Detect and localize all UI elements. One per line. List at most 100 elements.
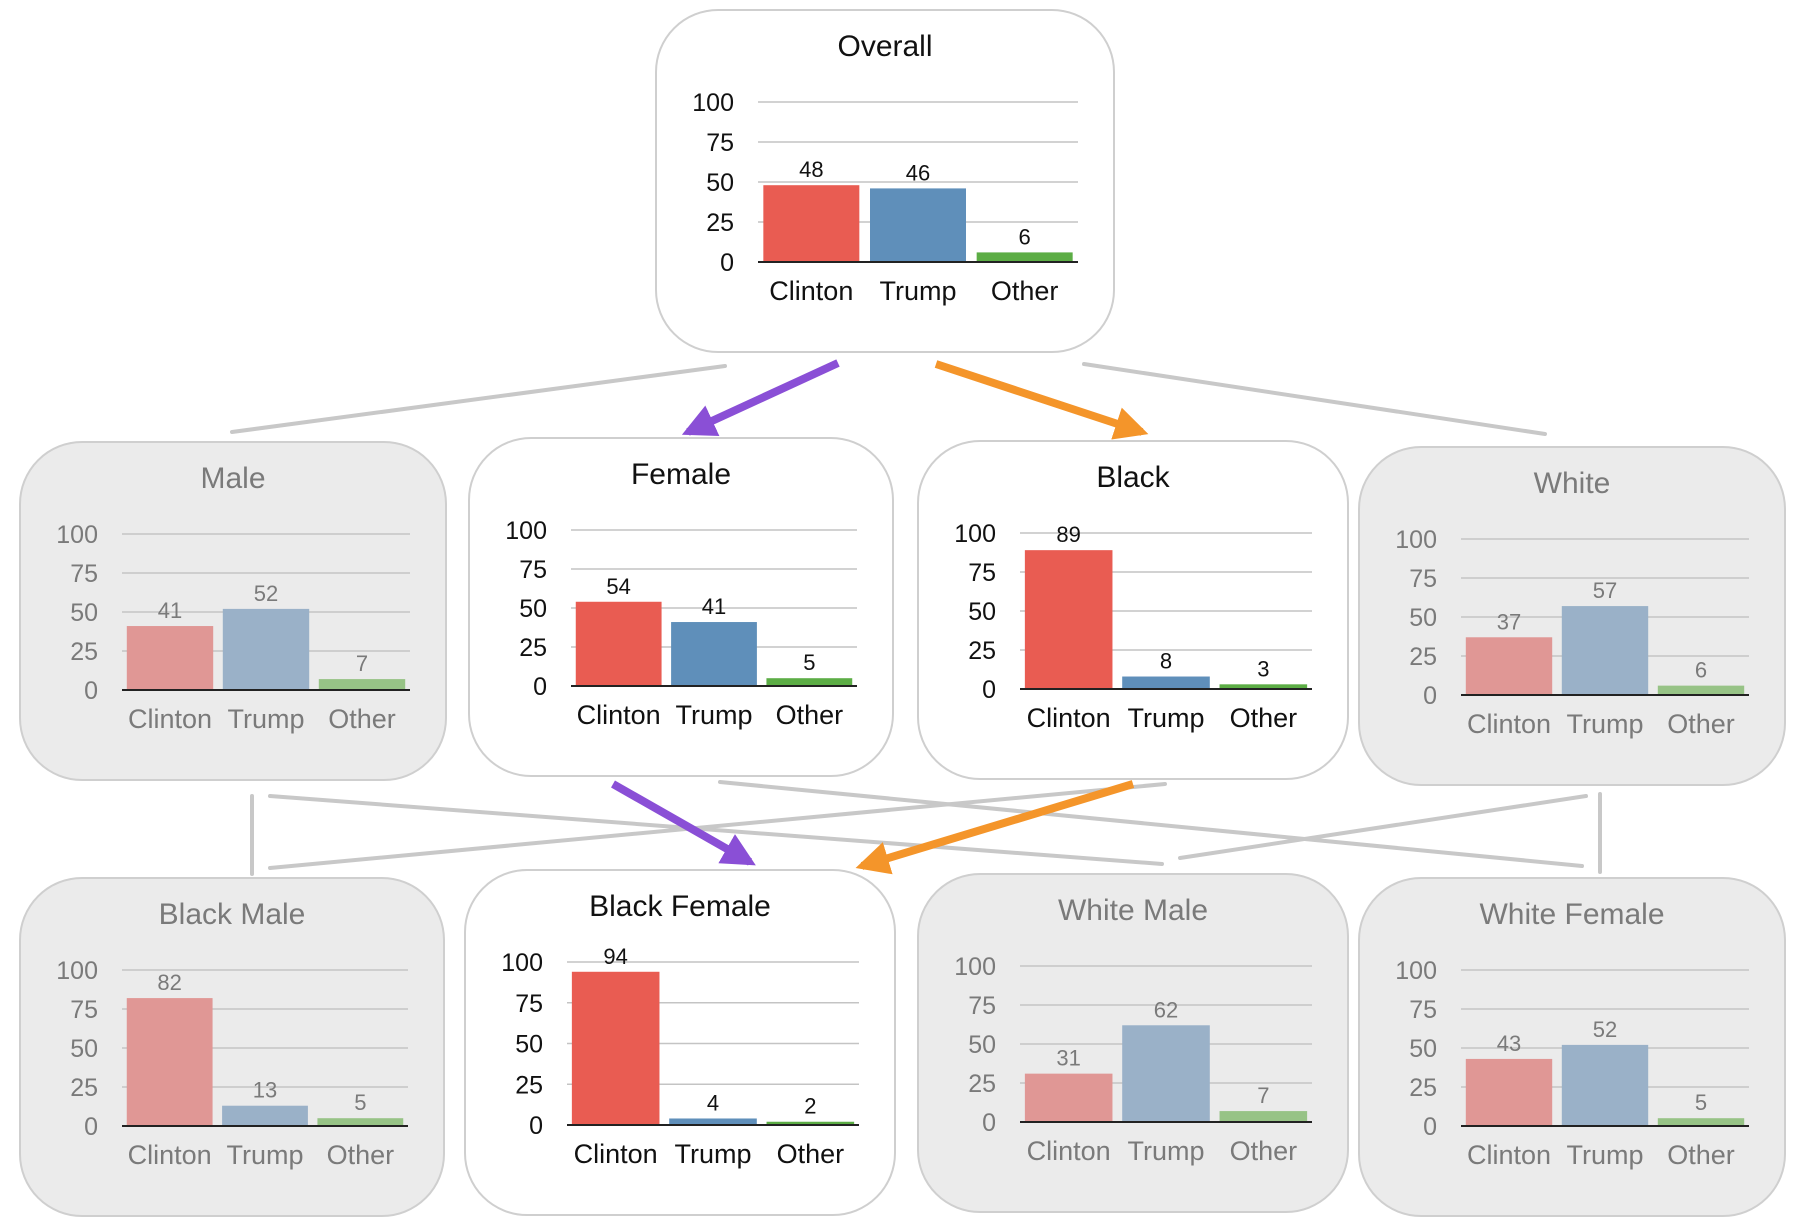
data-label-other: 5 [354,1090,366,1115]
y-tick-label: 50 [70,599,98,627]
x-tick-label-clinton: Clinton [574,1139,658,1169]
bar-trump [1561,1044,1649,1126]
y-tick-label: 75 [968,559,996,587]
bar-other [1219,684,1308,689]
bar-clinton [126,998,213,1126]
bar-other [1657,1118,1745,1126]
panel-title: Black Male [159,898,306,931]
panel-female: Female 0 25 50 75 100 54 Clinton 41 Trump 5 Other [468,437,894,777]
y-tick-label: 75 [706,129,734,157]
data-label-trump: 52 [254,581,278,606]
bar-clinton [763,185,860,262]
data-label-trump: 57 [1593,578,1617,603]
x-tick-label-other: Other [327,1140,395,1170]
y-tick-label: 50 [1409,1035,1437,1063]
data-label-clinton: 43 [1497,1031,1521,1056]
x-tick-label-clinton: Clinton [1467,709,1551,739]
data-label-clinton: 41 [158,598,182,623]
panel-background [917,440,1349,780]
y-tick-label: 50 [1409,604,1437,632]
y-tick-label: 75 [519,556,547,584]
y-tick-label: 25 [1409,643,1437,671]
data-label-clinton: 48 [799,157,823,182]
connector-line-1 [230,364,727,434]
bar-trump [669,1118,757,1125]
panel-overall: Overall 0 25 50 75 100 48 Clinton 46 Trump 6 Other [655,9,1115,353]
panel-black-female: Black Female 0 25 50 75 100 94 Clinton 4 Trump 2 Ot… [464,869,896,1216]
x-tick-label-clinton: Clinton [128,1140,212,1170]
x-tick-label-other: Other [777,1139,845,1169]
data-label-clinton: 54 [606,574,630,599]
panel-background [655,9,1115,353]
connector-line-5 [268,794,1164,866]
data-label-trump: 41 [702,594,726,619]
x-tick-label-trump: Trump [1566,709,1643,739]
y-tick-label: 25 [515,1071,543,1099]
panel-white-male: White Male 0 25 50 75 100 31 Clinton 62 Trump 7 Oth… [917,873,1349,1213]
bar-clinton [571,971,660,1125]
x-tick-label-clinton: Clinton [769,276,853,306]
data-label-other: 6 [1019,224,1031,249]
bar-other [1219,1111,1308,1122]
data-label-other: 7 [356,651,368,676]
bar-clinton [126,626,214,690]
bar-trump [222,1105,308,1126]
x-tick-label-other: Other [1230,703,1298,733]
bar-trump [1561,606,1649,695]
x-tick-label-clinton: Clinton [577,700,661,730]
panel-title: Male [200,462,265,495]
y-tick-label: 0 [720,249,734,277]
panel-layer: Overall025507510048Clinton46Trump6OtherM… [19,9,1786,1217]
x-tick-label-other: Other [328,704,396,734]
data-label-clinton: 94 [603,944,627,969]
x-tick-label-other: Other [776,700,844,730]
data-label-other: 2 [804,1094,816,1119]
bar-other [1657,685,1745,695]
x-tick-label-other: Other [1230,1136,1298,1166]
y-tick-label: 50 [968,598,996,626]
data-label-other: 5 [1695,1090,1707,1115]
data-label-clinton: 31 [1056,1046,1080,1071]
x-tick-label-trump: Trump [1127,1136,1204,1166]
data-label-clinton: 89 [1056,522,1080,547]
data-label-trump: 13 [253,1078,277,1103]
arrow-layer [611,359,1149,875]
bar-trump [870,188,966,262]
y-tick-label: 75 [515,990,543,1018]
data-label-other: 3 [1257,656,1269,681]
panel-title: Overall [837,30,932,63]
panel-title: Black Female [589,890,771,923]
y-tick-label: 25 [1409,1074,1437,1102]
x-tick-label-trump: Trump [674,1139,751,1169]
y-tick-label: 100 [56,521,98,549]
x-tick-label-clinton: Clinton [1027,703,1111,733]
panel-white-female: White Female 0 25 50 75 100 43 Clinton 52 Trump 5 O… [1358,877,1786,1217]
y-tick-label: 75 [968,992,996,1020]
x-tick-label-clinton: Clinton [1027,1136,1111,1166]
bar-other [317,1118,404,1126]
panel-black-male: Black Male 0 25 50 75 100 82 Clinton 13 Trump 5 Oth… [19,877,445,1217]
y-tick-label: 0 [84,1113,98,1141]
x-tick-label-other: Other [1667,1140,1735,1170]
y-tick-label: 100 [501,949,543,977]
panel-title: White [1534,467,1611,500]
y-tick-label: 0 [1423,1113,1437,1141]
y-tick-label: 25 [968,1070,996,1098]
bar-clinton [1024,550,1113,689]
y-tick-label: 100 [1395,957,1437,985]
y-tick-label: 0 [982,1109,996,1137]
data-label-clinton: 82 [157,970,181,995]
data-label-other: 6 [1695,658,1707,683]
y-tick-label: 25 [706,209,734,237]
y-tick-label: 0 [533,673,547,701]
y-tick-label: 50 [70,1035,98,1063]
data-label-trump: 4 [707,1090,719,1115]
y-tick-label: 50 [968,1031,996,1059]
x-tick-label-other: Other [1667,709,1735,739]
bar-other [766,678,853,686]
arrow-female-to-black-female [611,780,756,866]
panel-male: Male 0 25 50 75 100 41 Clinton 52 Trump 7 Other [19,441,447,781]
arrow-overall-to-female [681,359,840,437]
y-tick-label: 100 [954,953,996,981]
